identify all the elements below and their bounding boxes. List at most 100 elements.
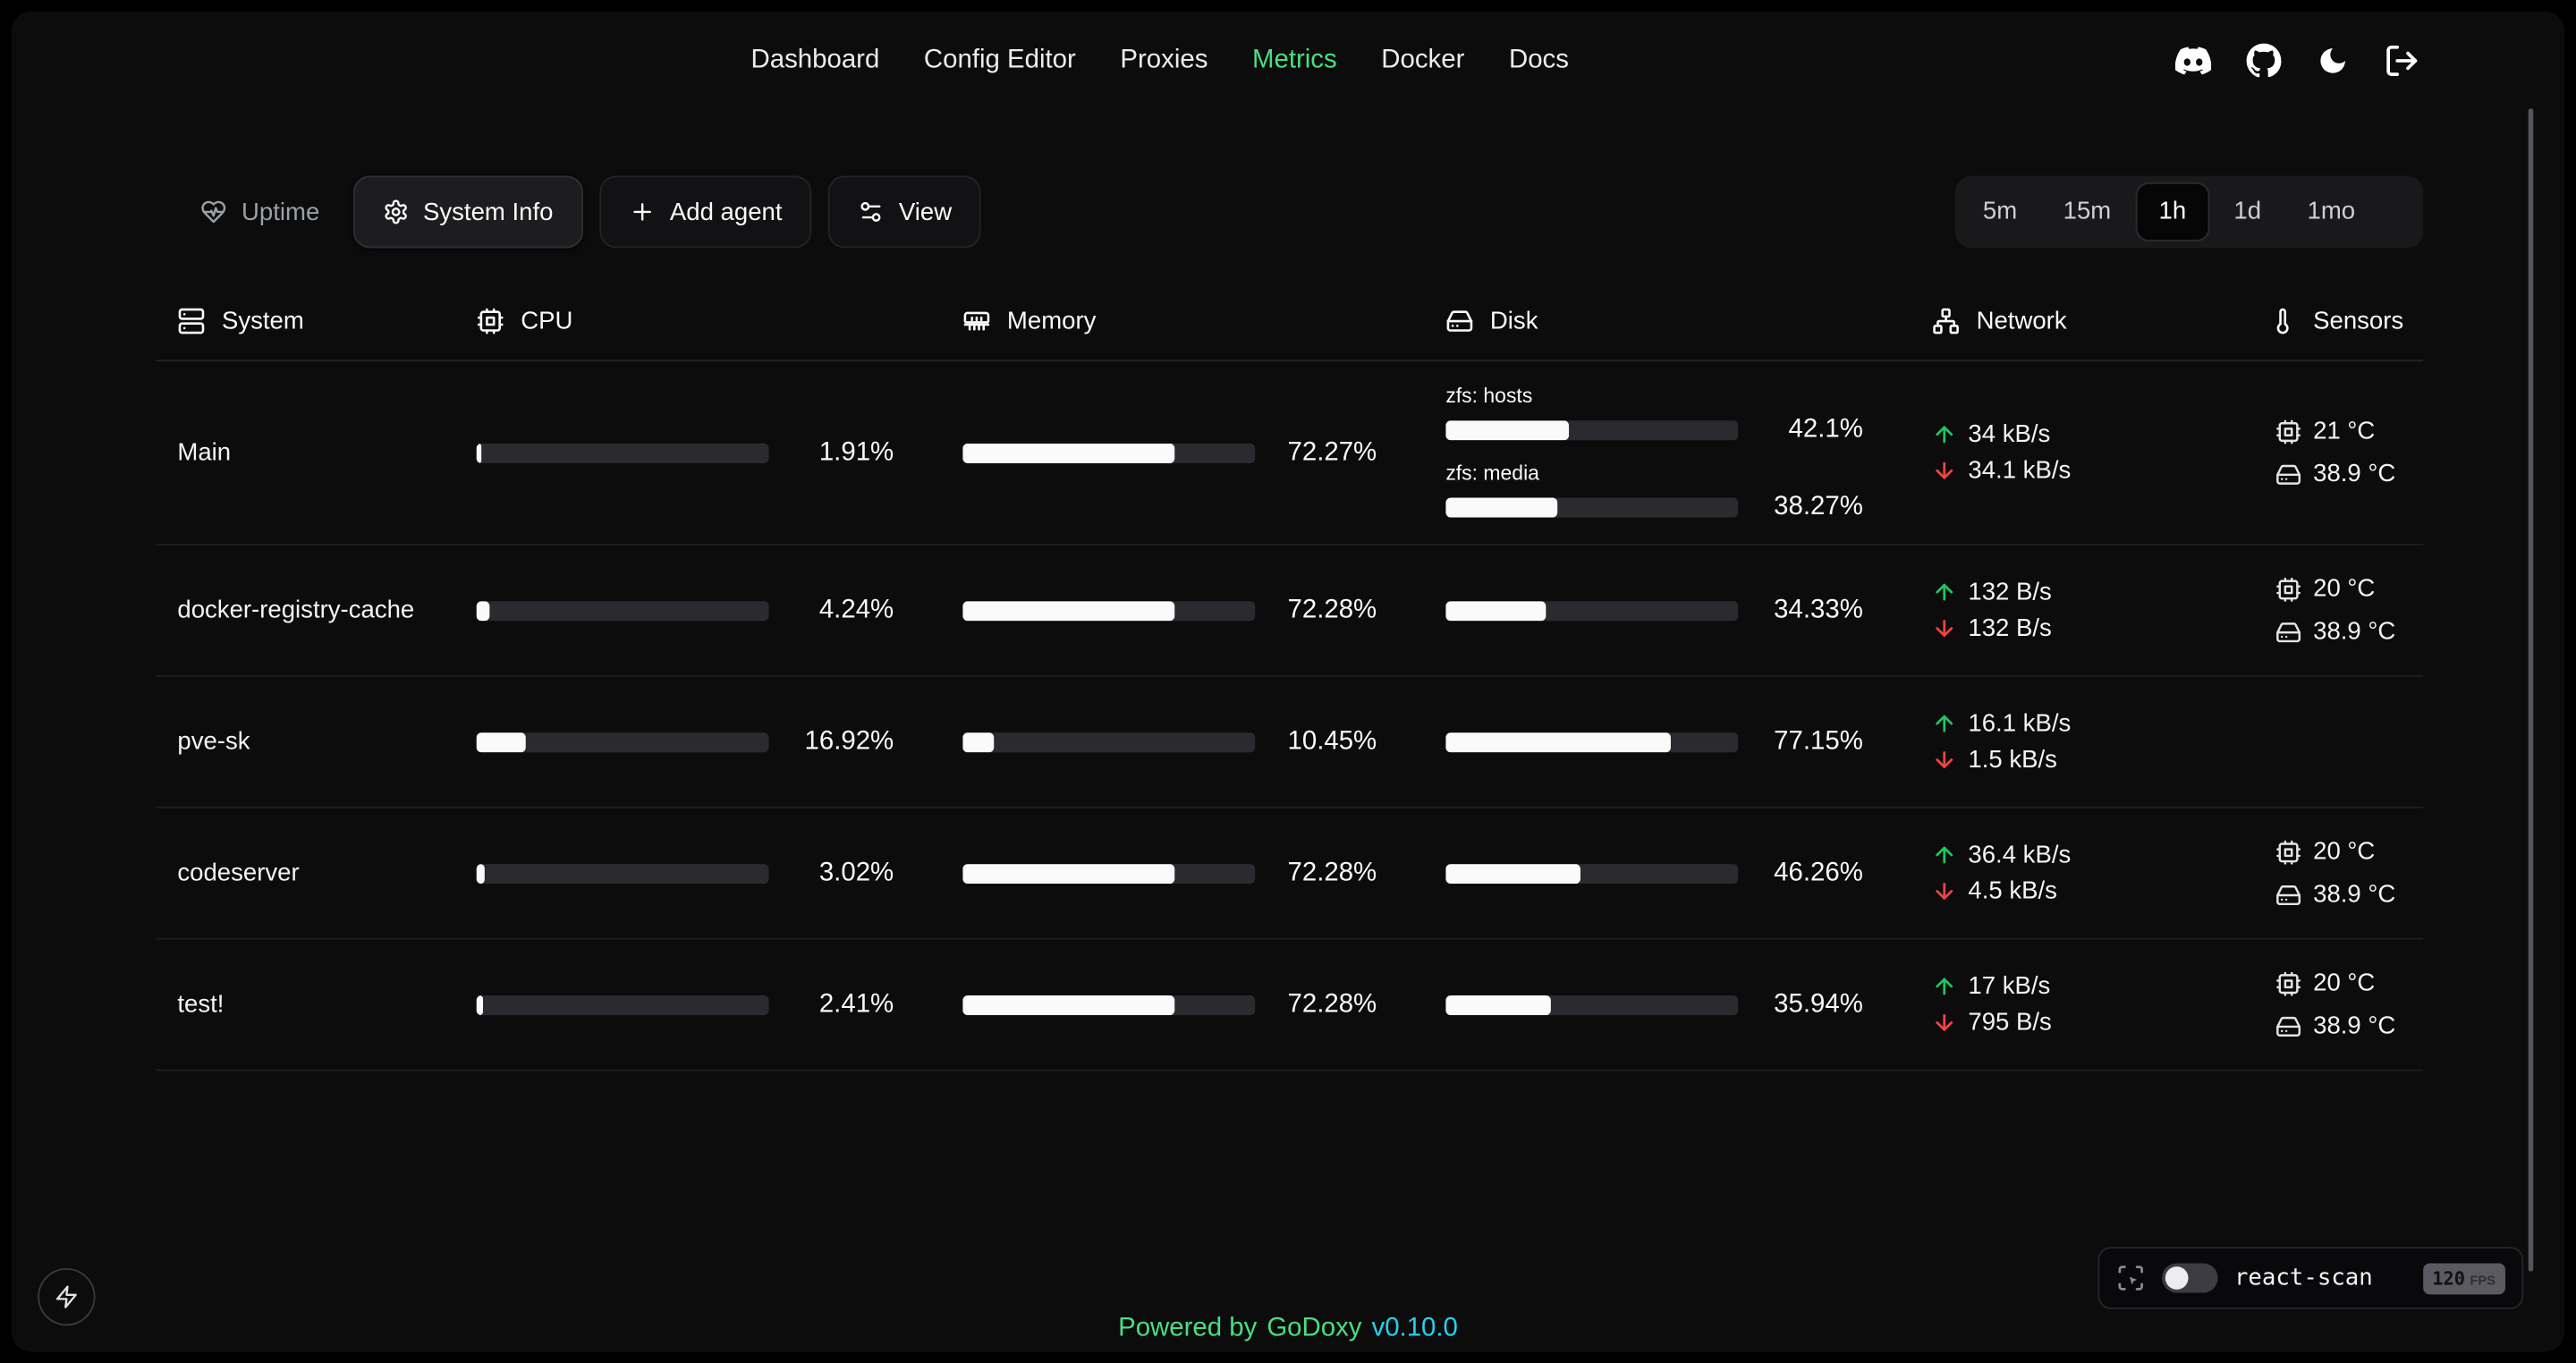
network-cell: 16.1 kB/s 1.5 kB/s	[1932, 709, 2269, 774]
arrow-up-icon	[1932, 974, 1957, 999]
memory-cell: 72.27%	[962, 437, 1445, 467]
memory-cell: 72.28%	[962, 990, 1445, 1020]
react-scan-toolbar[interactable]: react-scan 120 FPS	[2097, 1247, 2524, 1309]
memory-cell: 72.28%	[962, 596, 1445, 625]
memory-value: 72.28%	[1287, 989, 1377, 1018]
network-cell: 34 kB/s 34.1 kB/s	[1932, 420, 2269, 485]
time-range-5m[interactable]: 5m	[1982, 197, 2018, 225]
col-network: Network	[1932, 307, 2269, 335]
network-download: 1.5 kB/s	[1932, 746, 2269, 774]
cpu-temp: 20 °C	[2275, 838, 2423, 866]
col-cpu: CPU	[477, 307, 963, 335]
uptime-tab[interactable]: Uptime	[184, 176, 336, 249]
table-row-main[interactable]: Main 1.91% 72.27% zfs: hosts 42.1% zf	[156, 361, 2424, 546]
view-label: View	[898, 198, 953, 226]
hard-drive-icon	[2275, 619, 2301, 645]
memory-cell: 10.45%	[962, 727, 1445, 757]
moon-icon[interactable]	[2317, 45, 2350, 78]
arrow-up-icon	[1932, 842, 1957, 868]
heart-pulse-icon	[200, 199, 226, 224]
hard-drive-icon	[2275, 1012, 2301, 1038]
nav-dashboard[interactable]: Dashboard	[750, 46, 880, 74]
hard-drive-icon	[2275, 881, 2301, 907]
nav-icon-group	[2175, 43, 2420, 79]
github-icon[interactable]	[2246, 43, 2282, 79]
time-range-1h[interactable]: 1h	[2135, 182, 2209, 241]
cpu-cell: 2.41%	[476, 990, 963, 1020]
inspect-icon[interactable]	[2116, 1263, 2146, 1292]
arrow-up-icon	[1932, 580, 1957, 605]
time-range-1d[interactable]: 1d	[2233, 197, 2262, 225]
table-row-docker-registry-cache[interactable]: docker-registry-cache 4.24% 72.28% 34.33…	[156, 546, 2424, 677]
memory-bar	[962, 442, 1256, 463]
network-cell: 17 kB/s 795 B/s	[1932, 972, 2269, 1037]
col-system: System	[156, 307, 476, 335]
footer: Powered by GoDoxy v0.10.0	[0, 1314, 2576, 1343]
react-scan-toggle[interactable]	[2162, 1263, 2218, 1293]
arrow-up-icon	[1932, 711, 1957, 736]
cpu-cell: 3.02%	[476, 859, 963, 888]
disk-name: zfs: media	[1445, 461, 1539, 484]
cpu-temp: 20 °C	[2275, 575, 2423, 603]
cpu-bar	[476, 600, 769, 621]
disk-temp: 38.9 °C	[2275, 1012, 2423, 1040]
uptime-label: Uptime	[241, 198, 320, 226]
disk-bar	[1445, 496, 1739, 517]
top-nav: Dashboard Config Editor Proxies Metrics …	[0, 23, 2319, 98]
system-name: Main	[177, 438, 232, 467]
network-upload: 16.1 kB/s	[1932, 709, 2269, 738]
cpu-cell: 16.92%	[476, 727, 963, 757]
metrics-toolbar: Uptime System Info Add agent View	[184, 175, 982, 249]
time-range-15m[interactable]: 15m	[2063, 197, 2112, 225]
zap-button[interactable]	[38, 1267, 96, 1326]
gear-icon	[382, 199, 408, 224]
cpu-bar	[476, 863, 769, 884]
table-row-test[interactable]: test! 2.41% 72.28% 35.94% 17 kB/s	[156, 940, 2424, 1071]
network-upload: 34 kB/s	[1932, 420, 2269, 448]
sensors-cell: 21 °C 38.9 °C	[2269, 418, 2424, 488]
nav-metrics[interactable]: Metrics	[1251, 46, 1337, 74]
nav-docs[interactable]: Docs	[1508, 46, 1569, 74]
hard-drive-icon	[2275, 461, 2301, 487]
server-icon	[177, 307, 205, 334]
cpu-value: 1.91%	[818, 437, 894, 466]
network-download: 34.1 kB/s	[1932, 457, 2269, 485]
cpu-icon	[2275, 839, 2301, 865]
system-name: docker-registry-cache	[177, 596, 415, 624]
disk-value: 34.33%	[1774, 595, 1863, 624]
time-range-1mo[interactable]: 1mo	[2307, 197, 2356, 225]
col-disk: Disk	[1445, 307, 1932, 335]
disk-value: 46.26%	[1774, 858, 1863, 886]
scrollbar[interactable]	[2528, 108, 2534, 1272]
memory-value: 72.28%	[1287, 595, 1377, 624]
arrow-down-icon	[1932, 748, 1957, 773]
system-info-label: System Info	[422, 198, 554, 226]
cpu-cell: 1.91%	[476, 437, 963, 467]
disk-temp: 38.9 °C	[2275, 880, 2423, 909]
table-row-pve-sk[interactable]: pve-sk 16.92% 10.45% 77.15% 16.1 kB/s	[156, 677, 2424, 808]
network-icon	[1932, 307, 1960, 334]
disk-bar	[1445, 995, 1739, 1015]
logout-icon[interactable]	[2384, 43, 2419, 79]
network-download: 132 B/s	[1932, 614, 2269, 642]
disk-bar	[1445, 600, 1739, 621]
cpu-temp: 20 °C	[2275, 969, 2423, 997]
memory-icon	[962, 307, 990, 334]
add-agent-button[interactable]: Add agent	[598, 175, 812, 249]
memory-bar	[962, 732, 1256, 752]
arrow-up-icon	[1932, 422, 1957, 447]
view-button[interactable]: View	[827, 175, 982, 249]
nav-config-editor[interactable]: Config Editor	[923, 46, 1076, 74]
thermometer-icon	[2269, 307, 2297, 334]
cpu-bar	[476, 442, 769, 463]
godoxy-link[interactable]: GoDoxy	[1267, 1314, 1362, 1342]
system-info-tab[interactable]: System Info	[352, 175, 583, 249]
nav-proxies[interactable]: Proxies	[1120, 46, 1208, 74]
discord-icon[interactable]	[2175, 43, 2211, 79]
memory-bar	[962, 600, 1256, 621]
table-row-codeserver[interactable]: codeserver 3.02% 72.28% 46.26% 36.4 kB/s	[156, 808, 2424, 940]
memory-value: 72.27%	[1287, 437, 1377, 466]
cpu-bar	[476, 995, 769, 1015]
nav-docker[interactable]: Docker	[1381, 46, 1465, 74]
disk-item: zfs: media 38.27%	[1445, 461, 1932, 521]
